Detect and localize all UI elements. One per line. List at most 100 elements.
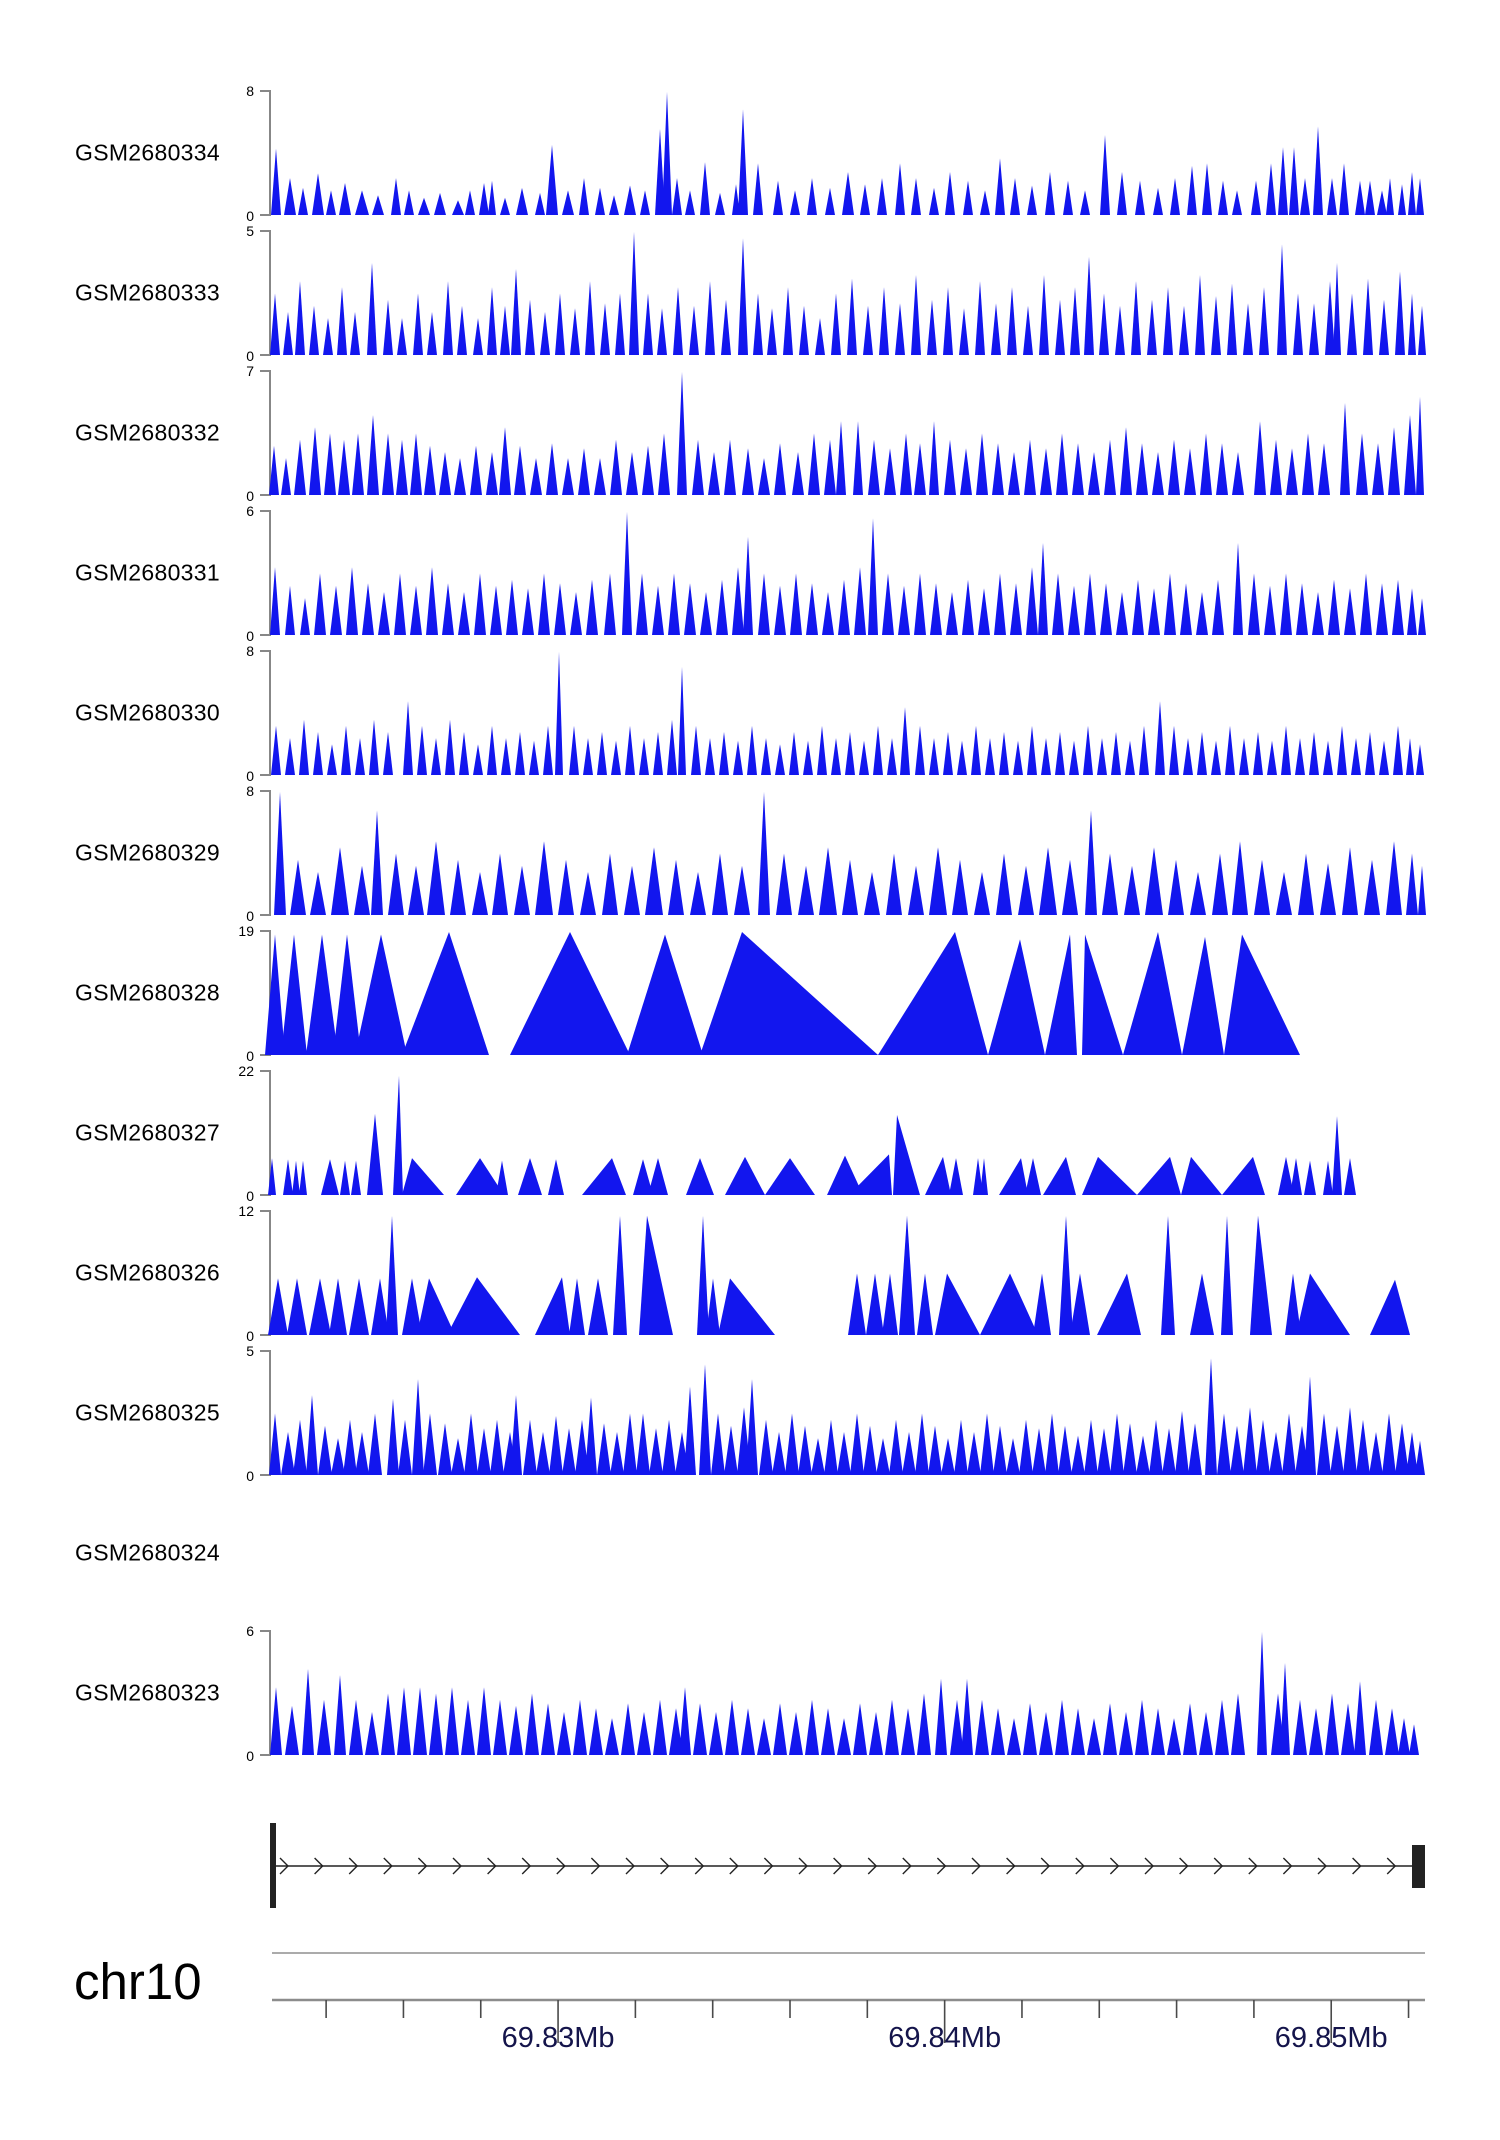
coverage-plot <box>260 1630 1419 1756</box>
coverage-peak <box>285 585 295 635</box>
coverage-peak <box>438 1423 452 1475</box>
coverage-peak <box>283 1159 293 1195</box>
coverage-peak <box>1200 433 1212 495</box>
coverage-peak <box>959 308 969 355</box>
coverage-peak <box>1039 1712 1053 1755</box>
coverage-peak <box>1205 1358 1217 1475</box>
coverage-peak <box>487 725 497 775</box>
coverage-peak <box>853 1703 867 1755</box>
coverage-peak <box>500 197 510 215</box>
coverage-peak <box>980 1273 1038 1335</box>
yaxis-zero-label: 0 <box>246 488 254 504</box>
coverage-peak <box>477 1428 491 1475</box>
coverage-peak <box>609 195 619 215</box>
track-label: GSM2680326 <box>75 1259 220 1286</box>
coverage-peak <box>1377 190 1387 215</box>
coverage-peak <box>555 293 565 355</box>
coverage-peak <box>1097 738 1107 775</box>
coverage-peak <box>270 1687 282 1755</box>
coverage-peak <box>423 1413 437 1475</box>
coverage-peak <box>929 847 947 915</box>
coverage-peak <box>554 583 566 635</box>
coverage-peak <box>792 452 804 495</box>
coverage-peak <box>1337 725 1347 775</box>
coverage-peak <box>963 180 973 215</box>
yaxis-bracket <box>260 1630 271 1756</box>
yaxis-bracket <box>260 1070 271 1196</box>
track-label: GSM2680330 <box>75 699 220 726</box>
yaxis-max-label: 19 <box>238 923 254 939</box>
coverage-peak <box>1131 281 1141 355</box>
coverage-peak <box>1117 172 1127 215</box>
coverage-peak <box>1266 163 1276 215</box>
coverage-peak <box>738 109 748 215</box>
coverage-peak <box>309 427 321 495</box>
coverage-peak <box>1104 439 1116 495</box>
coverage-peak <box>309 1278 331 1335</box>
coverage-peak <box>487 287 497 355</box>
coverage-peak <box>967 1432 981 1475</box>
coverage-peak <box>287 1278 307 1335</box>
coverage-peak <box>1408 293 1416 355</box>
coverage-peak <box>899 1215 915 1335</box>
coverage-peak <box>753 163 763 215</box>
track-row: GSM2680333 5 0 <box>0 224 1500 363</box>
coverage-peak <box>929 738 939 775</box>
yaxis-max-label: 22 <box>238 1063 254 1079</box>
coverage-peak <box>980 1158 988 1195</box>
coverage-peak <box>1196 592 1208 635</box>
coverage-peak <box>639 1215 673 1335</box>
coverage-peak <box>341 725 351 775</box>
coverage-plot <box>258 1490 1428 1616</box>
coverage-peak <box>886 853 902 915</box>
yaxis-bracket <box>260 510 271 636</box>
coverage-peak <box>351 1160 361 1195</box>
yaxis-max-label: 5 <box>246 223 254 239</box>
coverage-peak <box>1257 1632 1267 1755</box>
coverage-peak <box>1082 1156 1137 1195</box>
coverage-peak <box>450 859 466 915</box>
coverage-peak <box>642 445 654 495</box>
coverage-peak <box>396 439 408 495</box>
coverage-plot <box>260 930 1300 1056</box>
coverage-area <box>271 92 1424 215</box>
coverage-peak <box>372 195 384 215</box>
coverage-peak <box>424 445 436 495</box>
coverage-peak <box>386 1215 398 1335</box>
coverage-peak <box>295 281 305 355</box>
coverage-peak <box>935 1678 947 1755</box>
coverage-peak <box>337 287 347 355</box>
genome-axis-ruler <box>272 1998 1425 2043</box>
coverage-peak <box>355 934 407 1055</box>
coverage-peak <box>451 1438 465 1475</box>
coverage-peak <box>885 1699 899 1755</box>
coverage-peak <box>605 1718 619 1755</box>
coverage-plot <box>260 1070 1356 1196</box>
coverage-peak <box>1168 859 1184 915</box>
coverage-peak <box>368 1413 382 1475</box>
coverage-peak <box>837 1432 851 1475</box>
coverage-peak <box>1256 1419 1270 1475</box>
coverage-peak <box>394 573 406 635</box>
coverage-peak <box>935 1273 980 1335</box>
coverage-plot <box>260 1210 1410 1336</box>
coverage-peak <box>655 128 665 215</box>
coverage-peak <box>673 287 683 355</box>
coverage-peak <box>412 1379 424 1475</box>
coverage-peak <box>1393 725 1403 775</box>
coverage-peak <box>474 573 486 635</box>
coverage-peak <box>1332 1116 1342 1195</box>
coverage-peak <box>1145 847 1163 915</box>
coverage-peak <box>1148 588 1160 635</box>
coverage-peak <box>292 1160 300 1195</box>
coverage-peak <box>477 1687 491 1755</box>
coverage-peak <box>941 1438 955 1475</box>
coverage-peak <box>980 1413 994 1475</box>
coverage-peak <box>908 865 924 915</box>
coverage-peak <box>331 847 349 915</box>
coverage-peak <box>523 1419 537 1475</box>
coverage-peak <box>429 1693 443 1755</box>
coverage-plot <box>260 230 1426 356</box>
coverage-peak <box>973 1158 983 1195</box>
coverage-peak <box>1217 1413 1231 1475</box>
